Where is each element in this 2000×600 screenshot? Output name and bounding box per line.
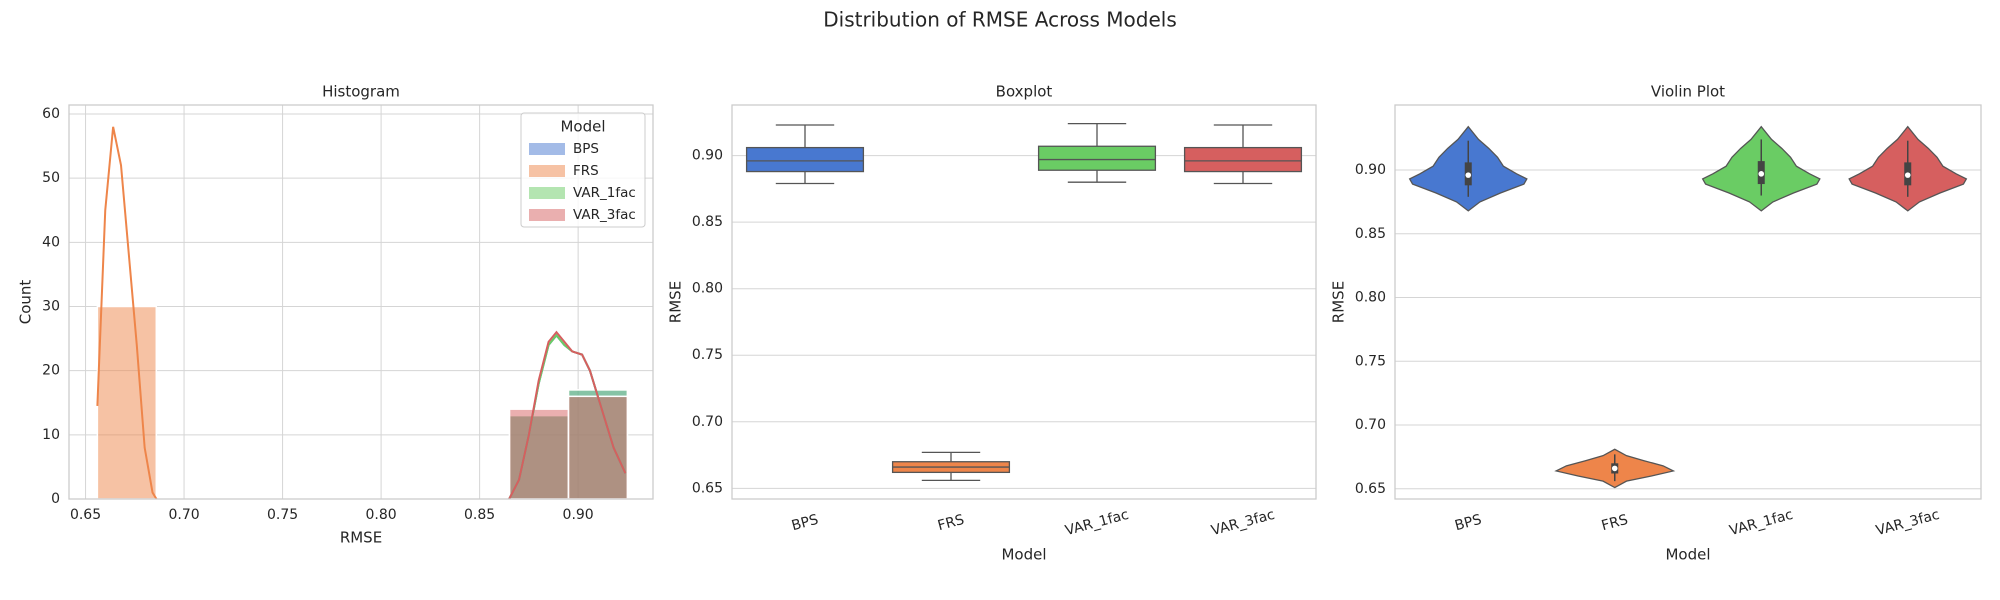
x-tick-label: BPS (1453, 512, 1483, 534)
figure-title: Distribution of RMSE Across Models (823, 8, 1177, 32)
x-tick-label: 0.65 (70, 507, 101, 523)
axes-frame (731, 104, 1317, 500)
y-tick-label: 0.65 (1355, 481, 1386, 497)
y-tick-label: 0.75 (692, 347, 723, 363)
y-tick-label: 0.70 (692, 414, 723, 430)
x-tick-label: FRS (936, 512, 966, 534)
axes-frame (68, 104, 654, 500)
subplot-title: Violin Plot (1651, 83, 1725, 101)
x-tick-label: 0.90 (563, 507, 594, 523)
kde-line (96, 126, 158, 500)
subplot-title: Histogram (322, 83, 400, 101)
box (745, 146, 865, 173)
x-axis-label: Model (1665, 546, 1710, 564)
histogram-bar (508, 408, 570, 500)
x-tick-label: FRS (1600, 512, 1630, 534)
y-axis-label: RMSE (667, 281, 685, 323)
subplot-title: Boxplot (996, 83, 1053, 101)
legend-swatch (529, 187, 565, 199)
legend-label: BPS (573, 141, 599, 157)
violin-median (1904, 172, 1911, 178)
x-tick-label: 0.80 (366, 507, 397, 523)
y-tick-label: 0 (51, 491, 60, 507)
legend-swatch (529, 165, 565, 177)
y-tick-label: 0.80 (692, 281, 723, 297)
histogram-bar (567, 395, 629, 500)
violin-median (1465, 172, 1472, 178)
x-tick-label: 0.70 (168, 507, 199, 523)
y-axis-label: Count (17, 280, 35, 325)
violin-median (1758, 171, 1765, 177)
y-tick-label: 10 (42, 427, 60, 443)
legend-title: Model (560, 118, 605, 136)
y-tick-label: 50 (42, 170, 60, 186)
legend-swatch (529, 143, 565, 155)
y-tick-label: 30 (42, 298, 60, 314)
y-axis-label: RMSE (1330, 281, 1348, 323)
legend-label: VAR_1fac (573, 185, 636, 201)
y-tick-label: 40 (42, 234, 60, 250)
axes-frame (1394, 104, 1982, 500)
x-tick-label: 0.75 (267, 507, 298, 523)
y-tick-label: 0.85 (692, 214, 723, 230)
box (1183, 146, 1303, 173)
y-tick-label: 20 (42, 363, 60, 379)
x-tick-label: BPS (790, 512, 820, 534)
y-tick-label: 60 (42, 106, 60, 122)
legend-label: FRS (573, 163, 599, 179)
box (1037, 145, 1157, 171)
kde-line (508, 330, 627, 500)
legend-label: VAR_3fac (573, 207, 636, 223)
y-tick-label: 0.90 (1355, 162, 1386, 178)
legend-swatch (529, 209, 565, 221)
x-axis-label: Model (1001, 546, 1046, 564)
x-axis-label: RMSE (340, 529, 382, 547)
y-tick-label: 0.85 (1355, 226, 1386, 242)
y-tick-label: 0.80 (1355, 290, 1386, 306)
histogram-bar (96, 305, 158, 500)
y-tick-label: 0.65 (692, 480, 723, 496)
y-tick-label: 0.90 (692, 148, 723, 164)
y-tick-label: 0.70 (1355, 417, 1386, 433)
violin-median (1611, 465, 1618, 472)
y-tick-label: 0.75 (1355, 353, 1386, 369)
x-tick-label: 0.85 (464, 507, 495, 523)
